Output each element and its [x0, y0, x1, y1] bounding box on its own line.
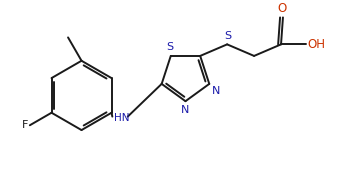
- Text: S: S: [225, 31, 232, 40]
- Text: O: O: [277, 1, 287, 14]
- Text: N: N: [181, 105, 190, 115]
- Text: N: N: [212, 86, 221, 96]
- Text: F: F: [22, 120, 28, 130]
- Text: HN: HN: [114, 113, 130, 123]
- Text: OH: OH: [307, 38, 325, 51]
- Text: S: S: [166, 42, 173, 52]
